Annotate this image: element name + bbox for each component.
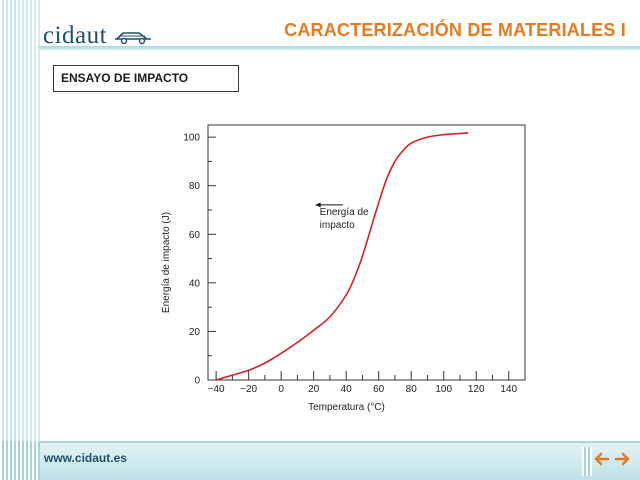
plot-frame xyxy=(207,124,526,381)
x-tick-label: 40 xyxy=(341,384,353,395)
page-title: CARACTERIZACIÓN DE MATERIALES I xyxy=(284,20,626,40)
footer-url[interactable]: www.cidaut.es xyxy=(44,451,127,465)
x-tick-label: 100 xyxy=(435,384,452,395)
arrow-right-icon[interactable] xyxy=(614,451,630,467)
y-tick-label: 100 xyxy=(183,133,200,144)
y-tick-label: 20 xyxy=(189,327,201,338)
left-stripes-fade xyxy=(0,0,40,480)
y-tick-label: 60 xyxy=(189,230,201,241)
y-tick-label: 0 xyxy=(194,376,200,387)
footer-divider xyxy=(0,441,640,443)
series-line xyxy=(215,131,469,381)
y-tick-label: 40 xyxy=(189,278,201,289)
footer-nav-stripes xyxy=(582,447,592,476)
x-tick-label: −20 xyxy=(240,384,257,395)
x-tick-label: 120 xyxy=(468,384,485,395)
footer-band xyxy=(0,441,640,480)
annotation-text: Energía de xyxy=(320,207,369,218)
y-tick-label: 80 xyxy=(189,181,201,192)
x-tick-label: 0 xyxy=(278,384,284,395)
section-label: ENSAYO DE IMPACTO xyxy=(61,71,189,85)
x-tick-label: 80 xyxy=(406,384,418,395)
annotation-text: impacto xyxy=(320,220,355,231)
footer-stripes xyxy=(0,441,40,480)
x-tick-label: −40 xyxy=(208,384,225,395)
x-tick-label: 60 xyxy=(373,384,385,395)
cidaut-logo: cidaut xyxy=(43,22,108,49)
arrow-left-icon[interactable] xyxy=(594,451,610,467)
car-logo-icon xyxy=(115,32,151,45)
annotation-arrow-head xyxy=(315,202,321,208)
y-axis-label: Energía de impacto (J) xyxy=(161,212,172,313)
impact-chart: 0 20 40 60 80 100 −40 −20 0 20 40 60 80 100 120 140 Temp… xyxy=(150,115,540,420)
section-box: ENSAYO DE IMPACTO xyxy=(53,65,239,92)
x-tick-label: 20 xyxy=(308,384,320,395)
header-divider xyxy=(38,46,640,50)
chart-svg: 0 20 40 60 80 100 −40 −20 0 20 40 60 80 100 120 140 Temp… xyxy=(161,124,526,413)
x-axis-label: Temperatura (°C) xyxy=(308,402,385,413)
x-tick-label: 140 xyxy=(500,384,517,395)
left-decorative-stripes xyxy=(0,0,40,480)
